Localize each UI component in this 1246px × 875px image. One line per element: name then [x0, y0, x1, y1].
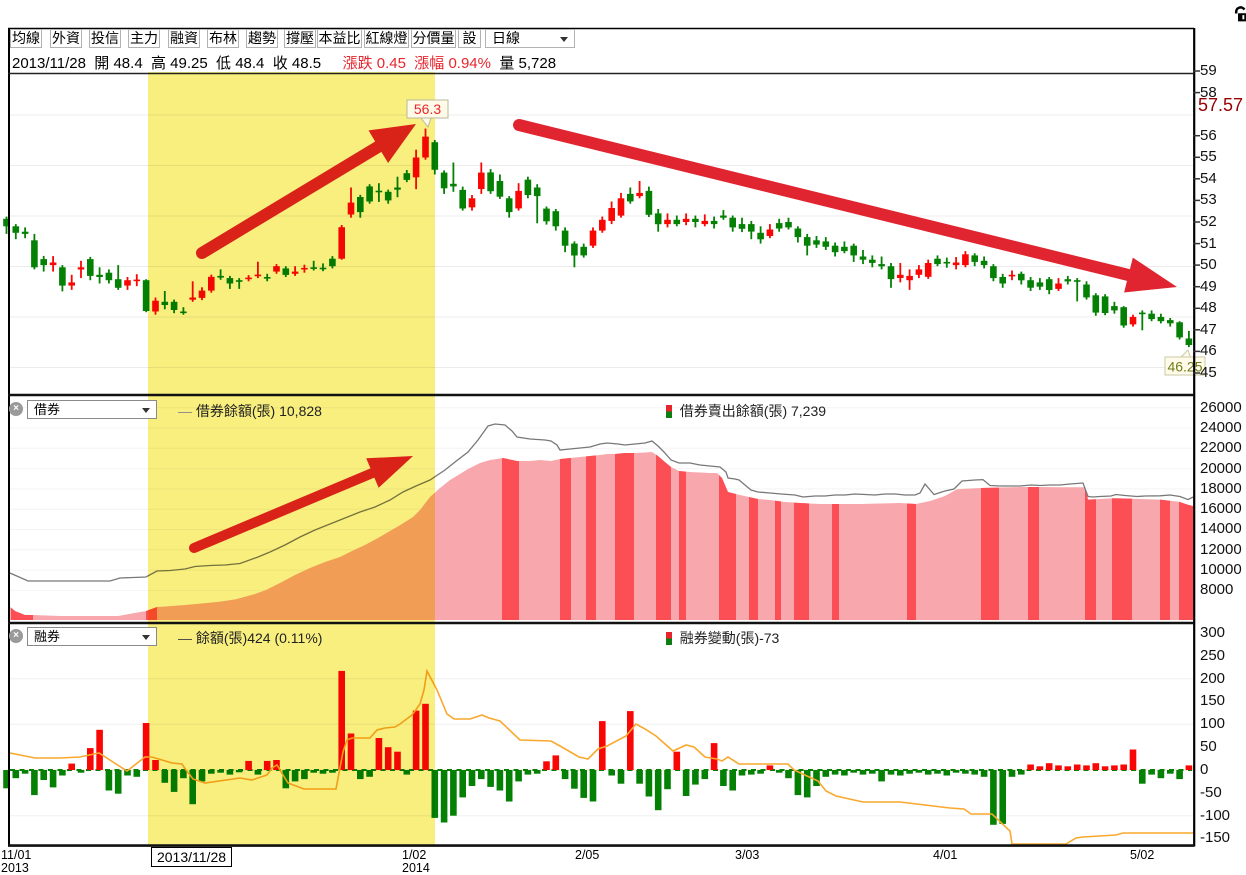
svg-text:56.3: 56.3 [414, 101, 441, 117]
svg-text:46.25: 46.25 [1167, 359, 1202, 375]
